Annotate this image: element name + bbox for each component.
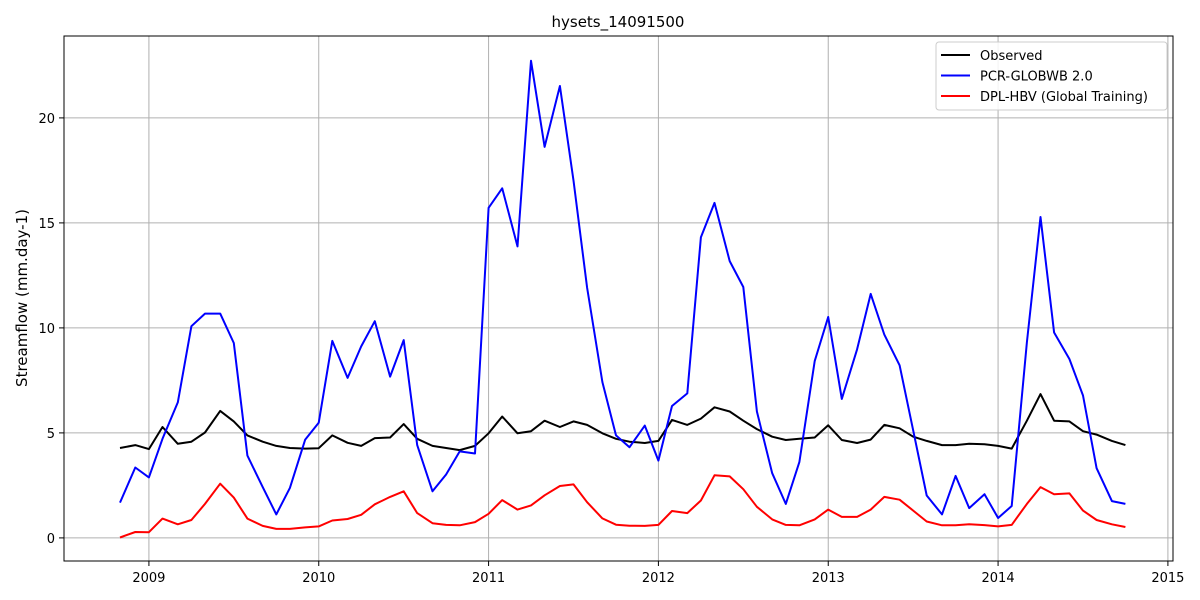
y-axis: 0 5 10 15 20 [38,112,64,547]
legend-label: PCR-GLOBWB 2.0 [980,70,1093,85]
x-axis: 2009 2010 2011 2012 2013 2014 2015 [132,561,1184,586]
x-tick-label: 2014 [982,571,1015,586]
legend: Observed PCR-GLOBWB 2.0 DPL-HBV (Global Tr… [935,41,1168,111]
legend-box [935,41,1168,111]
y-tick-label: 15 [38,217,55,232]
y-tick-label: 10 [38,322,55,337]
x-tick-label: 2010 [302,571,335,586]
y-tick-label: 0 [47,532,55,547]
x-tick-label: 2011 [472,571,505,586]
series-lines [119,59,1126,539]
y-tick-label: 20 [38,112,55,127]
plot-frame [63,35,1174,562]
series-line [119,474,1126,539]
legend-label: DPL-HBV (Global Training) [980,90,1148,105]
series-line [119,59,1126,519]
legend-label: Observed [980,49,1043,64]
y-tick-label: 5 [47,427,55,442]
x-tick-label: 2015 [1151,571,1184,586]
chart-title: hysets_14091500 [552,13,685,32]
y-axis-label: Streamflow (mm.day-1) [13,209,31,387]
x-tick-label: 2012 [642,571,675,586]
x-tick-label: 2009 [132,571,165,586]
grid [64,36,1173,561]
x-tick-label: 2013 [812,571,845,586]
